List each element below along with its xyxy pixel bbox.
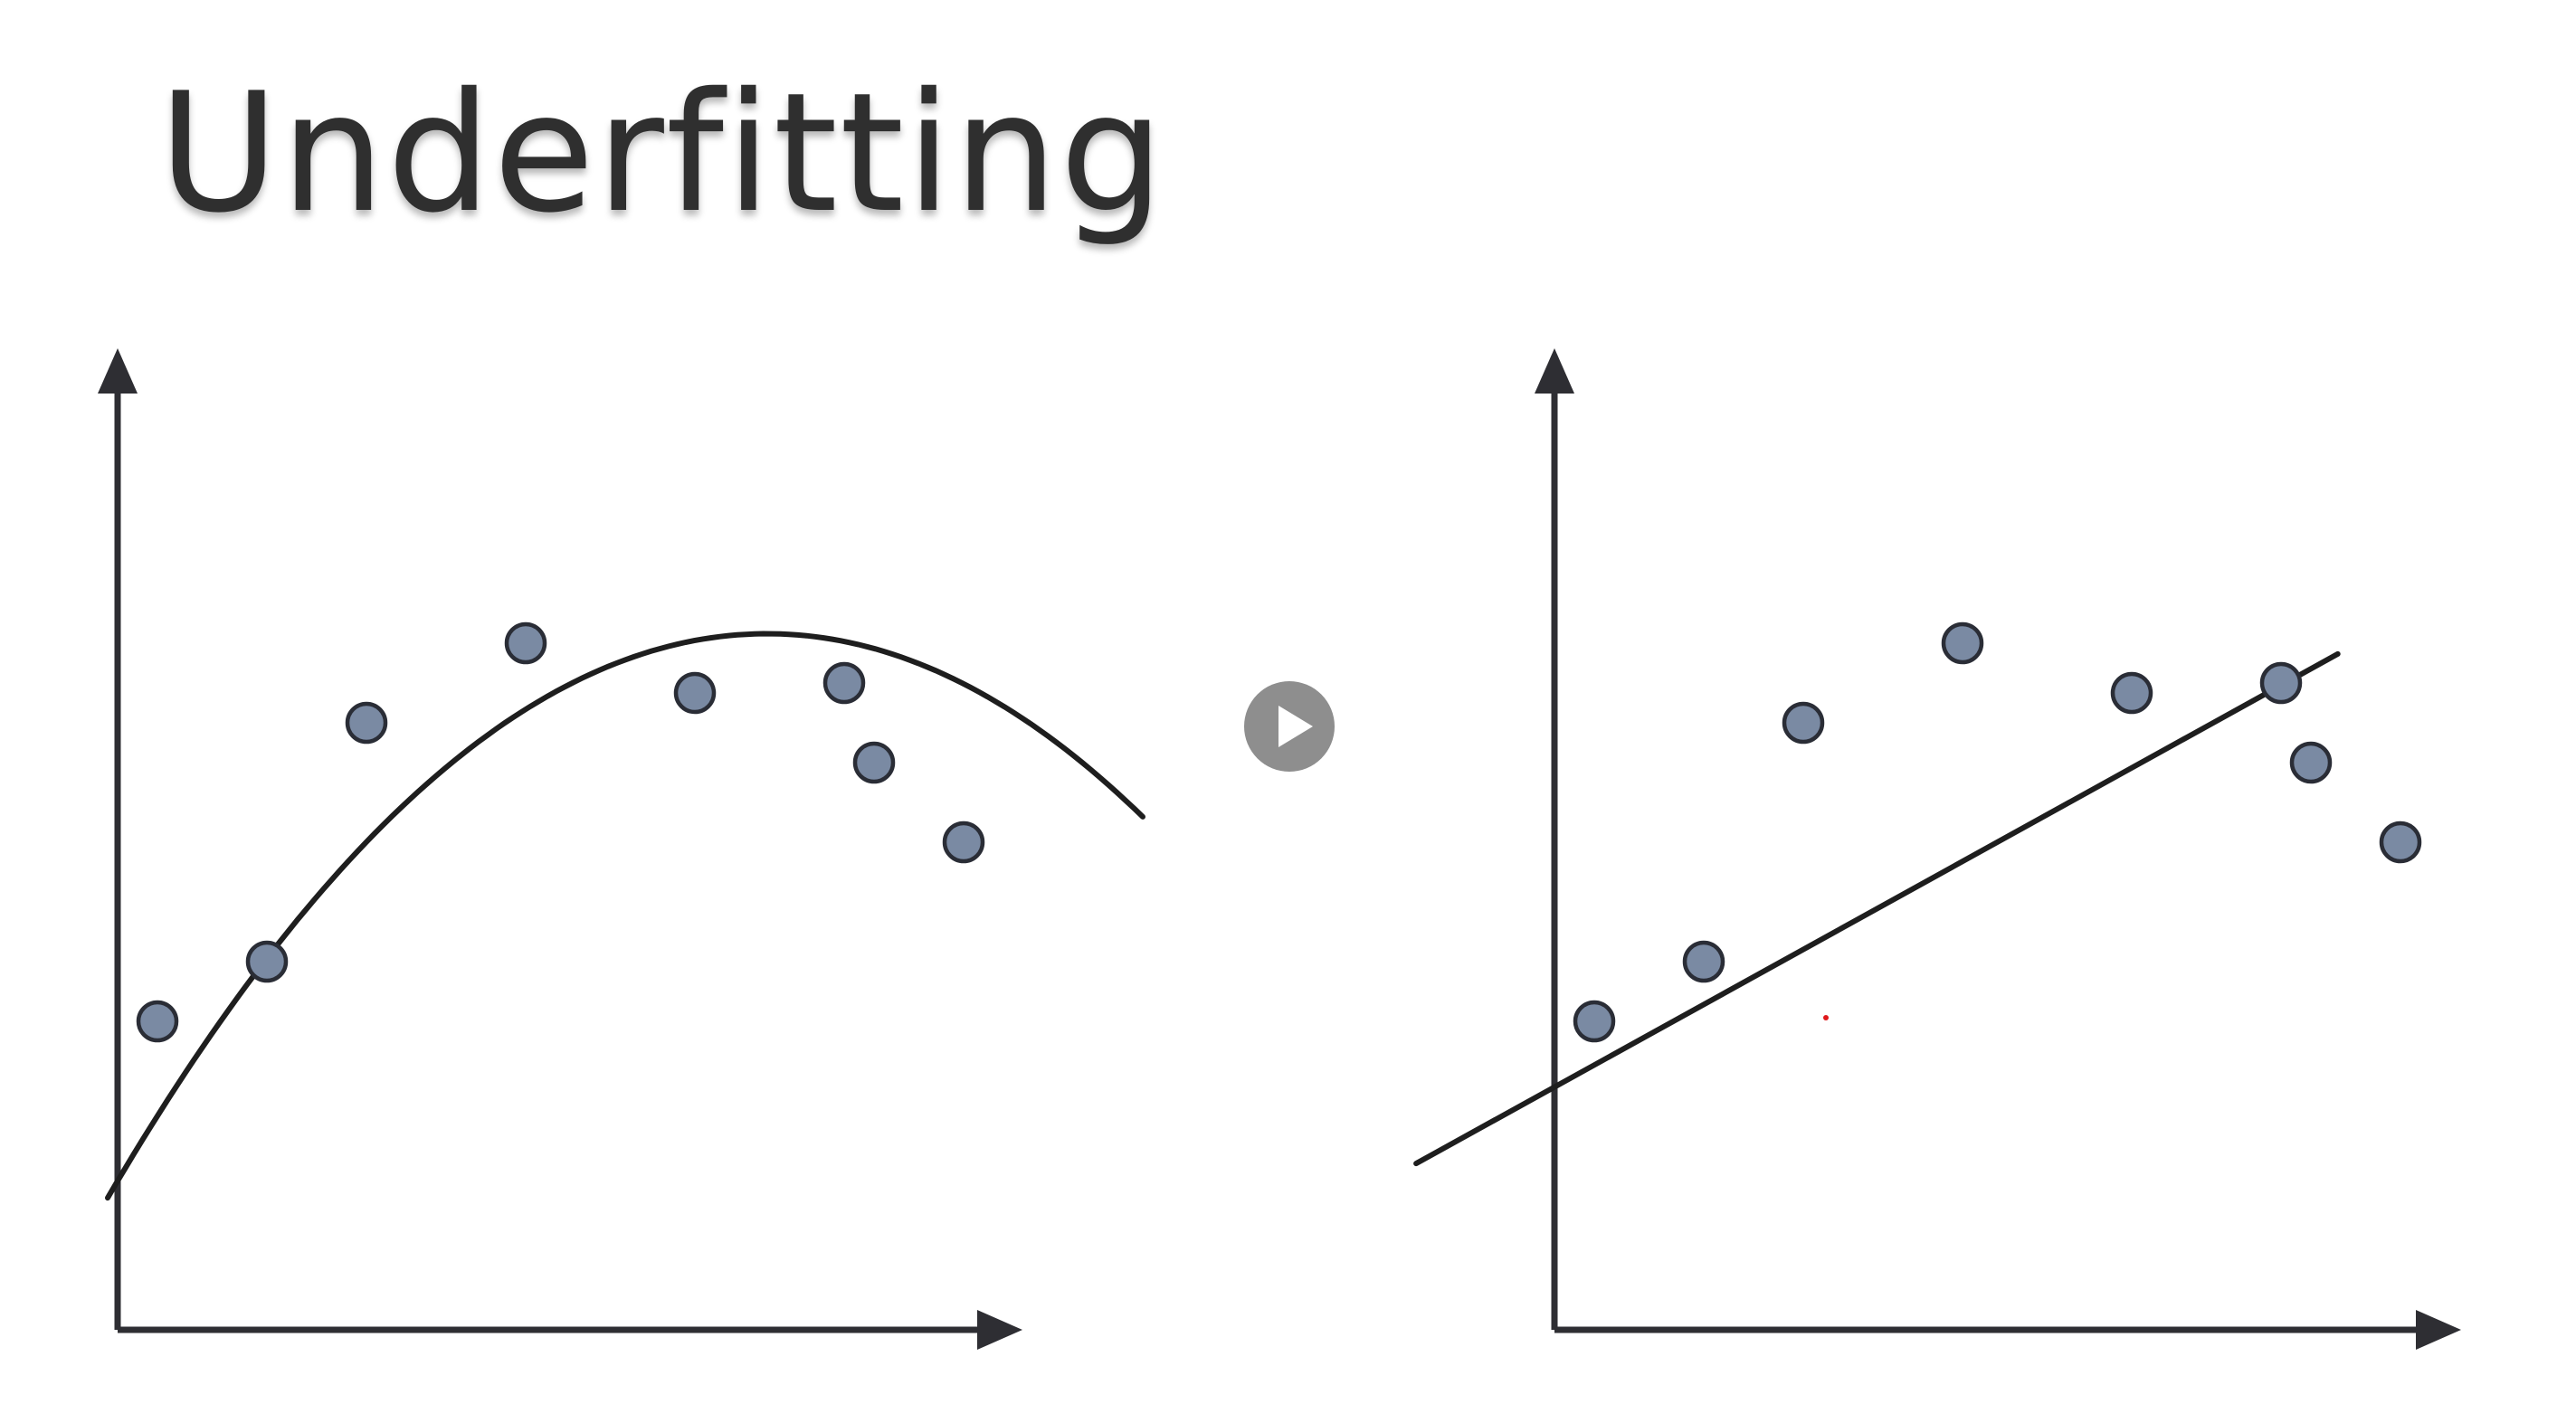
- data-point: [504, 621, 547, 665]
- y-axis-arrow: [98, 348, 138, 394]
- data-point: [345, 701, 388, 745]
- data-point: [245, 940, 289, 983]
- panel-line-fit: [1413, 348, 2461, 1350]
- data-point: [2259, 661, 2303, 705]
- data-point: [136, 1000, 179, 1043]
- data-point: [1573, 1000, 1616, 1043]
- data-point: [673, 671, 717, 715]
- panel-curve-fit: [98, 348, 1145, 1350]
- data-point: [2289, 741, 2333, 784]
- data-point: [942, 821, 985, 864]
- stray-marker-dot: [1823, 1015, 1829, 1020]
- data-point: [1941, 621, 1984, 665]
- data-point: [822, 661, 866, 705]
- data-point: [852, 741, 896, 784]
- play-icon: [1278, 706, 1313, 747]
- data-point: [1782, 701, 1825, 745]
- fitted-curve: [105, 631, 1145, 1201]
- x-axis-arrow: [977, 1310, 1022, 1350]
- y-axis-arrow: [1535, 348, 1574, 394]
- fitted-line: [1413, 650, 2341, 1167]
- play-button[interactable]: [1244, 681, 1335, 772]
- data-point: [2379, 821, 2422, 864]
- slide-title: Underfitting: [158, 57, 1166, 249]
- data-point: [2110, 671, 2153, 715]
- data-point: [1682, 940, 1725, 983]
- x-axis-arrow: [2416, 1310, 2461, 1350]
